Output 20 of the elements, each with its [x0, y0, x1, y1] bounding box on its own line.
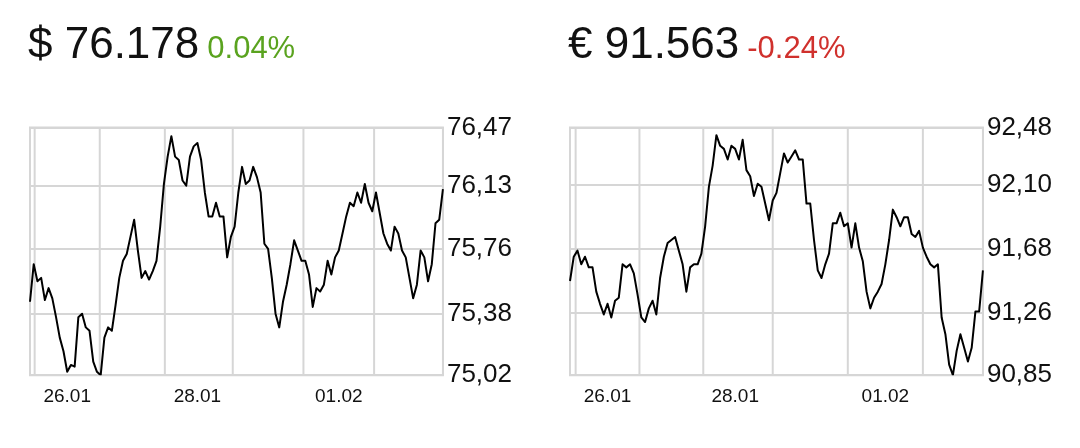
- y-tick-label: 92,10: [986, 168, 1053, 199]
- x-tick-label: 01.02: [315, 384, 363, 406]
- y-tick-label: 91,26: [986, 296, 1053, 327]
- chart-subtitle: 0.04%: [207, 30, 296, 65]
- chart-title: $ 76.178: [28, 18, 200, 67]
- chart-subtitle: -0.24%: [747, 30, 846, 65]
- y-tick-label: 92,48: [986, 110, 1053, 141]
- x-tick-label: 26.01: [583, 384, 632, 406]
- x-tick-label: 28.01: [711, 384, 759, 406]
- x-tick-label: 28.01: [173, 384, 222, 406]
- y-tick-label: 76,13: [446, 168, 513, 199]
- y-tick-label: 75,76: [446, 232, 513, 263]
- y-tick-label: 91,68: [986, 232, 1053, 263]
- y-tick-label: 90,85: [986, 358, 1053, 389]
- y-tick-label: 75,38: [446, 296, 513, 327]
- y-tick-label: 75,02: [446, 358, 513, 389]
- x-tick-label: 26.01: [43, 384, 91, 406]
- y-tick-label: 76,47: [446, 110, 513, 141]
- chart-title: € 91.563: [568, 18, 740, 67]
- x-tick-label: 01.02: [861, 384, 910, 406]
